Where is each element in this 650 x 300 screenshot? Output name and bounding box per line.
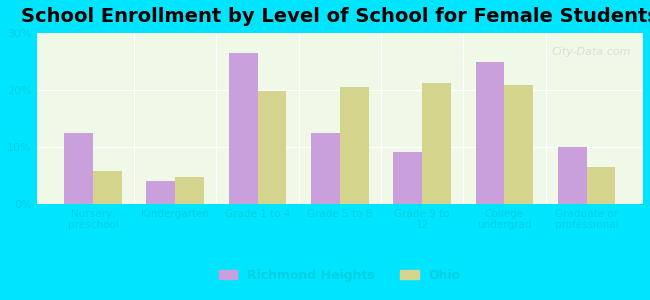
Bar: [422, 82, 451, 204]
Bar: [558, 147, 587, 204]
Bar: [340, 87, 369, 204]
Bar: [393, 152, 422, 204]
Bar: [64, 133, 93, 204]
Bar: [176, 177, 204, 204]
Bar: [146, 181, 176, 204]
Bar: [587, 167, 616, 204]
Bar: [229, 53, 257, 204]
Text: City-Data.com: City-Data.com: [551, 47, 631, 57]
Bar: [504, 85, 533, 204]
Legend: Richmond Heights, Ohio: Richmond Heights, Ohio: [214, 264, 466, 286]
Bar: [257, 91, 286, 204]
Title: School Enrollment by Level of School for Female Students: School Enrollment by Level of School for…: [21, 7, 650, 26]
Bar: [476, 61, 504, 204]
Bar: [93, 171, 122, 204]
Bar: [311, 133, 340, 204]
